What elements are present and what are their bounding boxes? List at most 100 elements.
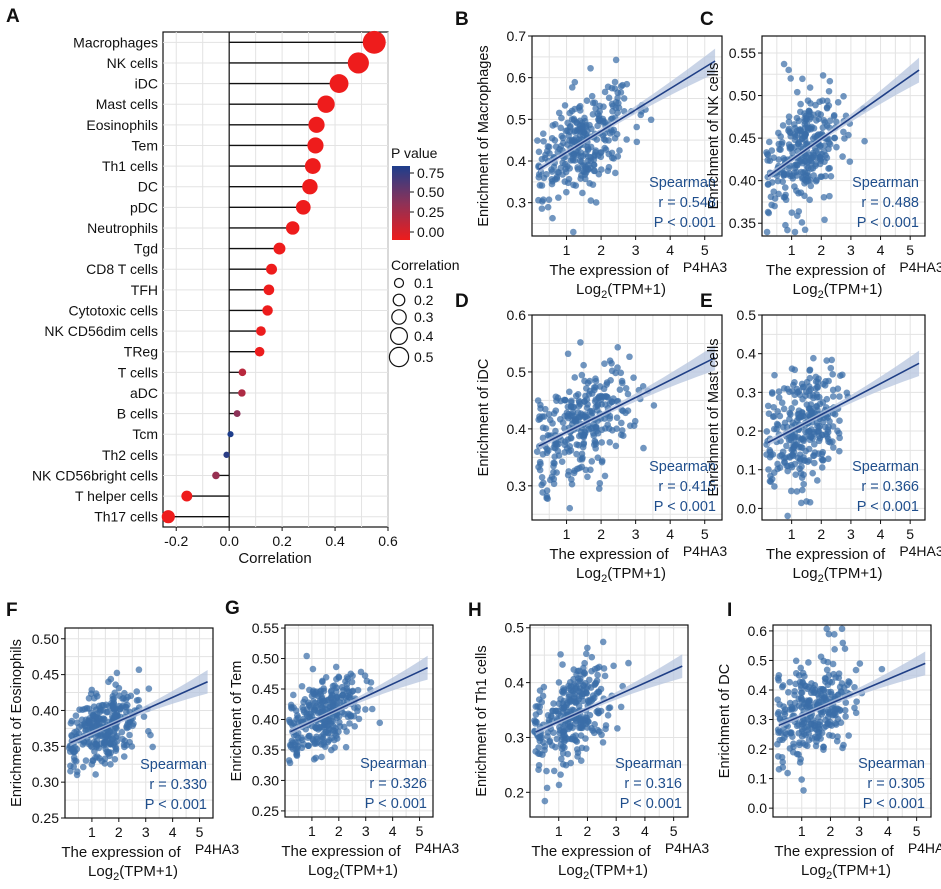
scatter-point — [825, 124, 833, 131]
scatter-point — [579, 443, 587, 451]
scatter-point — [841, 135, 848, 142]
category-label: NK cells — [107, 55, 158, 71]
scatter-point — [546, 149, 553, 157]
scatter-point — [816, 98, 823, 105]
scatter-point — [617, 703, 625, 711]
scatter-point — [767, 193, 775, 201]
x-axis-label-line2: Log2(TPM+1) — [801, 862, 891, 882]
scatter-point — [776, 701, 783, 708]
scatter-point — [543, 767, 550, 775]
x-tick-label: 2 — [115, 824, 123, 840]
scatter-point — [85, 694, 93, 702]
scatter-point — [614, 364, 621, 371]
y-tick-label: 0.5 — [748, 652, 768, 668]
scatter-point — [540, 479, 547, 487]
scatter-point — [553, 735, 561, 743]
scatter-point — [342, 743, 350, 751]
scatter-point — [583, 385, 590, 392]
scatter-point — [318, 753, 325, 761]
scatter-point — [600, 665, 608, 672]
y-tick-label: 0.35 — [729, 215, 756, 231]
scatter-point — [818, 464, 826, 471]
scatter-point — [536, 466, 544, 474]
scatter-point — [571, 78, 579, 86]
scatter-point — [564, 750, 572, 758]
scatter-point — [585, 391, 593, 398]
scatter-point — [810, 111, 817, 119]
scatter-point — [587, 197, 595, 204]
scatter-point — [551, 137, 559, 144]
scatter-point — [608, 360, 615, 367]
scatter-point — [573, 738, 581, 745]
scatter-point — [789, 748, 797, 756]
scatter-point — [549, 214, 556, 222]
scatter-point — [791, 379, 798, 386]
panel-letter-b: B — [455, 9, 469, 30]
scatter-point — [335, 674, 343, 681]
scatter-point — [362, 706, 369, 713]
scatter-point — [539, 434, 547, 442]
scatter-point — [545, 196, 553, 203]
scatter-point — [823, 395, 831, 403]
scatter-point — [91, 694, 98, 702]
scatter-point — [817, 111, 825, 118]
scatter-point — [804, 164, 812, 171]
scatter-point — [796, 759, 804, 766]
x-tick-label: 5 — [670, 823, 678, 839]
scatter-point — [788, 209, 796, 216]
scatter-point — [630, 422, 638, 429]
y-tick-label: 0.0 — [748, 800, 768, 816]
scatter-point — [561, 102, 569, 109]
scatter-point — [603, 381, 610, 388]
scatter-point — [836, 434, 843, 442]
scatter-point — [109, 713, 116, 720]
scatter-point — [766, 453, 774, 461]
scatter-panels: B 0.3 0.4 0.5 0.6 0.7 1 2 3 4 5 Enrichment of Macro… — [6, 9, 941, 883]
scatter-point — [784, 769, 791, 777]
scatter-point — [596, 479, 604, 487]
scatter-point — [792, 657, 800, 665]
stat-p: P < 0.001 — [145, 797, 207, 813]
scatter-point — [567, 686, 575, 694]
scatter-point — [595, 116, 602, 123]
scatter-point — [809, 469, 816, 477]
scatter-point — [819, 72, 827, 79]
scatter-point — [321, 705, 329, 713]
scatter-point — [770, 188, 778, 195]
panel-letter-c: C — [700, 9, 714, 30]
scatter-point — [775, 156, 783, 163]
scatter-point — [112, 681, 119, 688]
size-legend-circle — [392, 293, 406, 307]
scatter-point — [774, 753, 782, 760]
x-tick-label: 5 — [701, 242, 709, 258]
scatter-point — [351, 723, 359, 730]
scatter-point — [587, 466, 594, 474]
y-tick-label: 0.1 — [748, 771, 768, 787]
scatter-point — [319, 678, 326, 686]
stat-p: P < 0.001 — [857, 215, 919, 231]
stat-r: r = 0.488 — [861, 195, 919, 211]
scatter-point — [793, 162, 801, 169]
size-legend-circle — [388, 346, 410, 368]
regression-line — [767, 69, 920, 178]
x-tick-label: 2 — [817, 526, 825, 542]
scatter-point — [836, 417, 843, 424]
x-axis-label-line2: Log2(TPM+1) — [576, 281, 666, 301]
scatter-point — [782, 196, 790, 204]
scatter-point — [806, 436, 814, 444]
scatter-point — [309, 737, 317, 744]
lollipop-dot — [227, 431, 234, 438]
stat-p: P < 0.001 — [620, 796, 682, 812]
scatter-point — [343, 728, 350, 735]
scatter-point — [568, 476, 575, 483]
scatter-point — [622, 409, 629, 417]
scatter-point — [806, 700, 814, 707]
scatter-point — [787, 487, 795, 495]
regression-line — [778, 662, 926, 727]
x-axis-label-line1: The expression of — [774, 843, 894, 860]
x-tick-label: 1 — [555, 823, 563, 839]
scatter-point — [807, 182, 815, 190]
scatter-point — [73, 771, 81, 779]
scatter-point — [560, 723, 567, 731]
scatter-point — [771, 371, 778, 379]
